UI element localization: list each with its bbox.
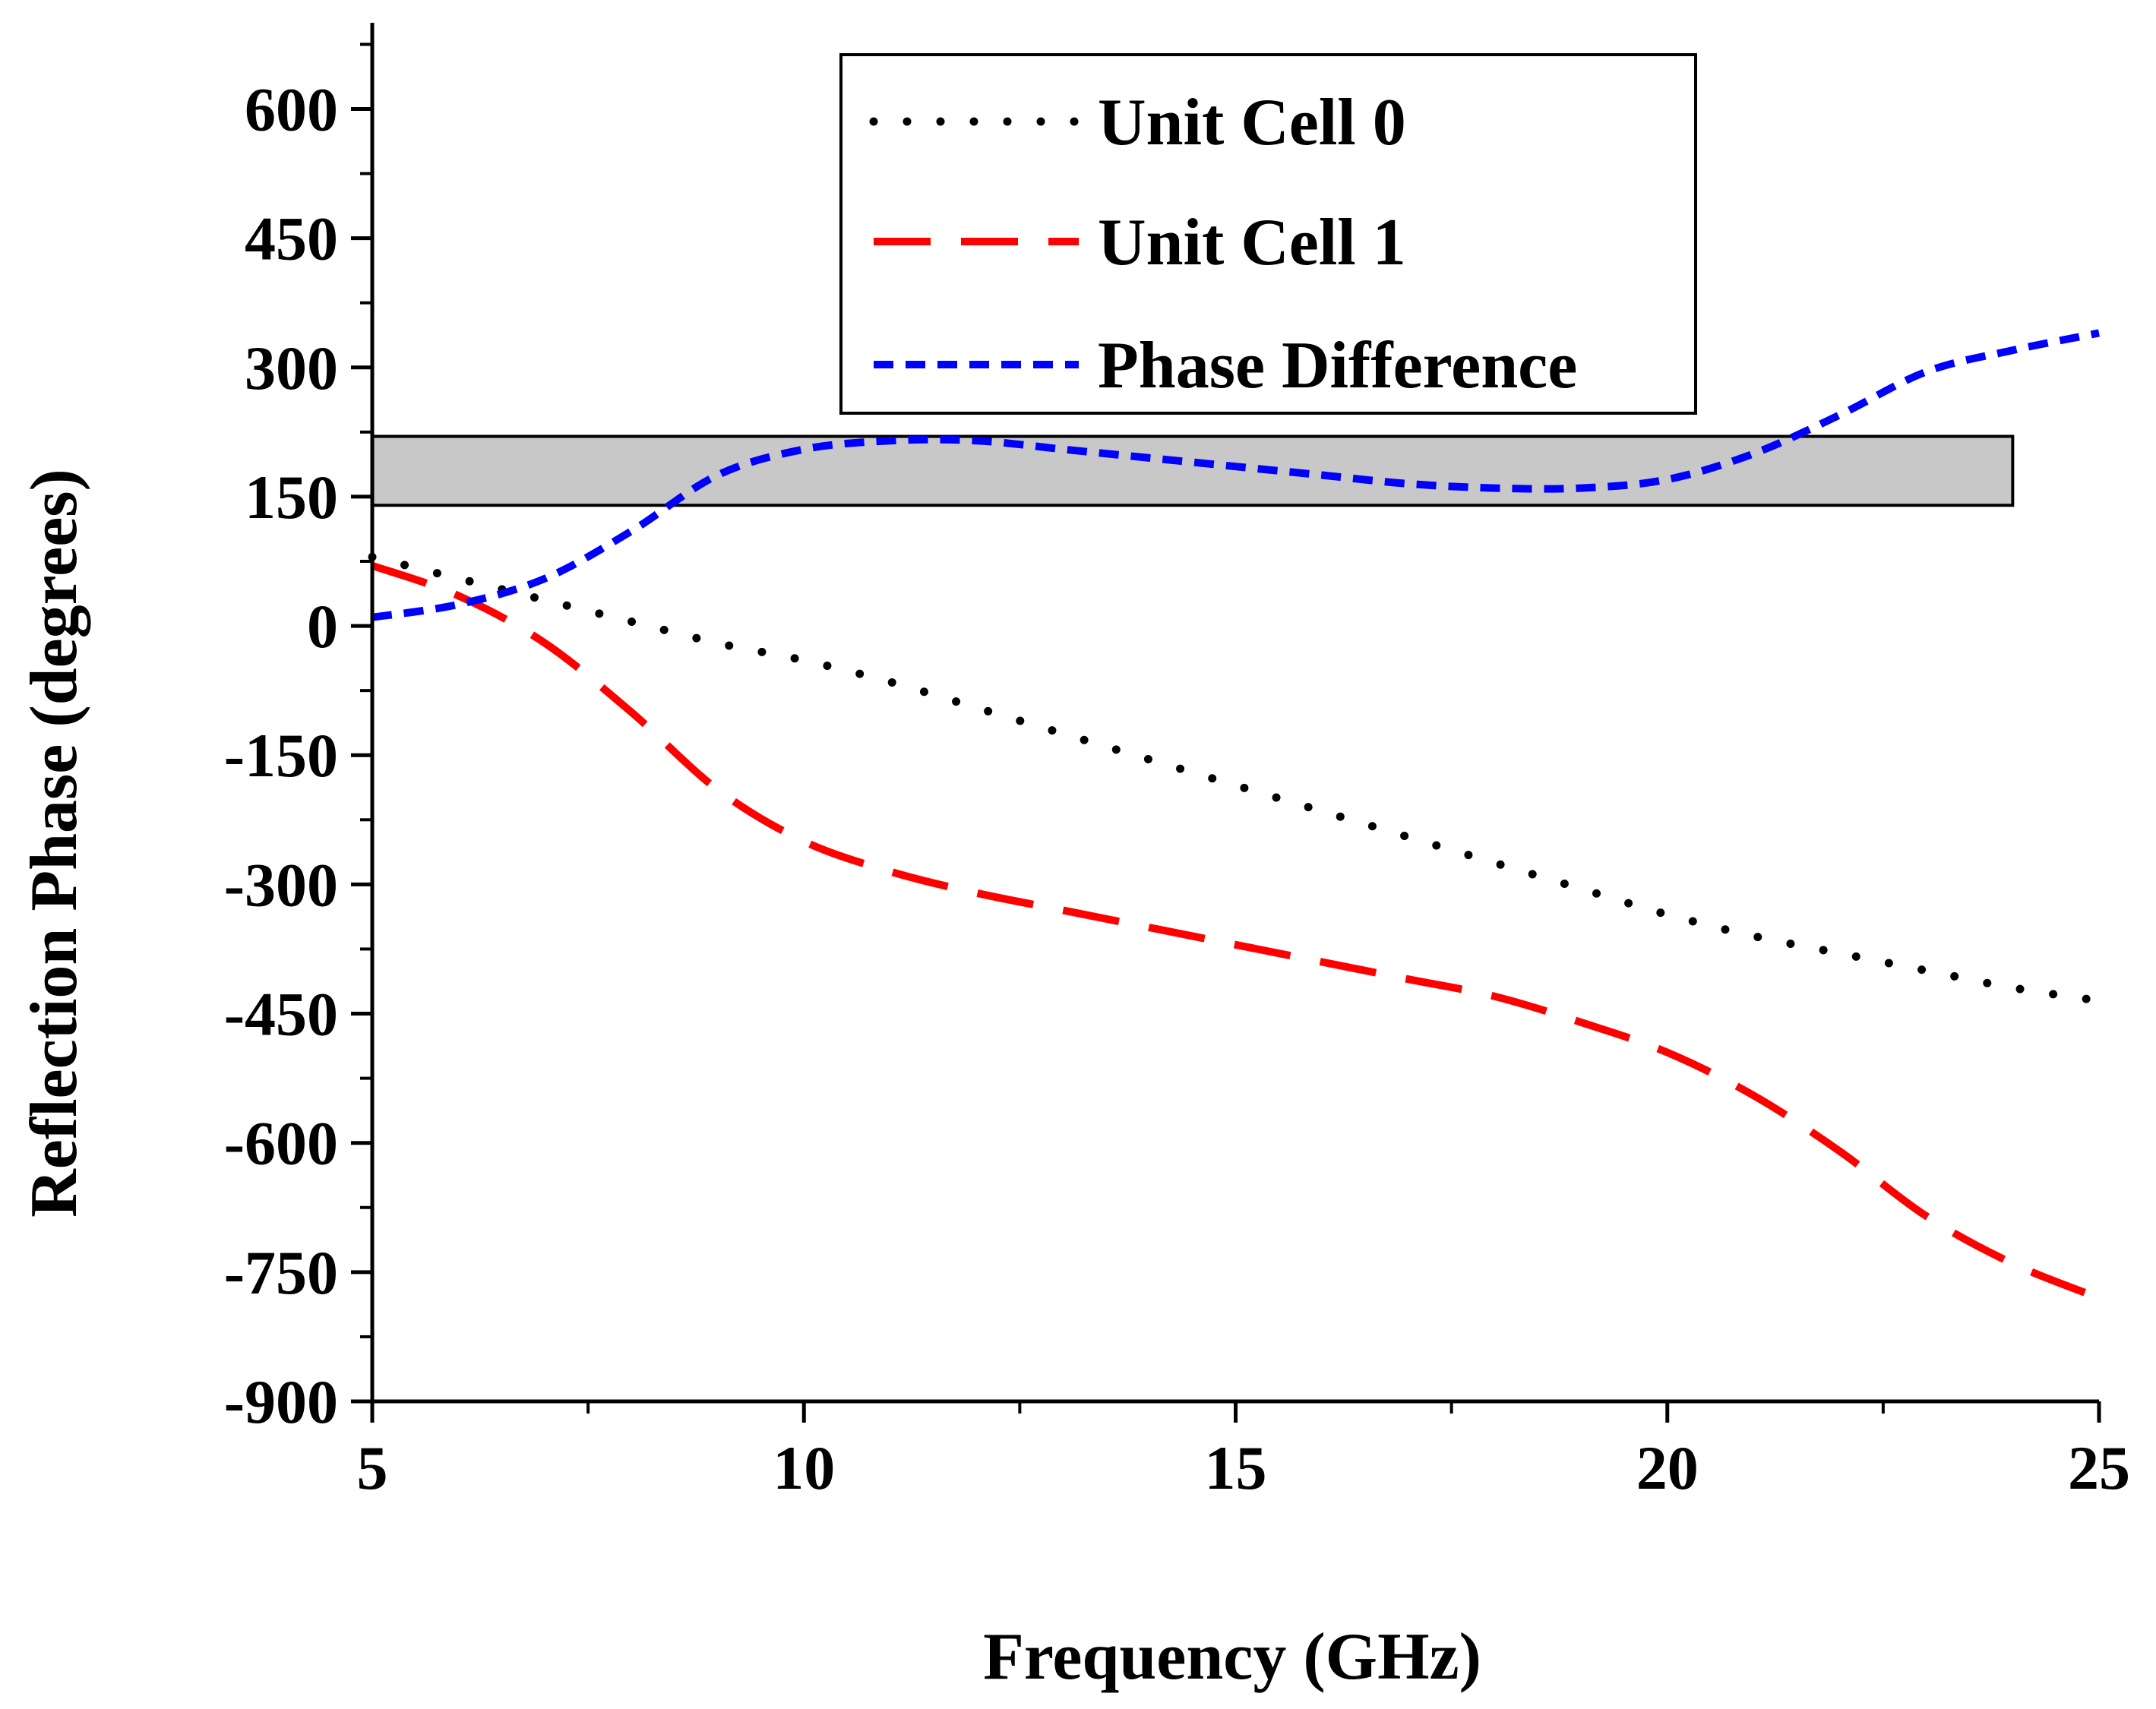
shaded-band-layer xyxy=(371,434,2015,507)
y-tick-label: 450 xyxy=(245,204,338,273)
series-line-2 xyxy=(371,561,2101,1302)
legend-label-1: Unit Cell 0 xyxy=(1098,86,1406,160)
x-tick-label: 25 xyxy=(2068,1433,2130,1502)
y-tick-label: 300 xyxy=(245,333,338,403)
shaded-band xyxy=(371,434,2015,507)
y-tick-label: -750 xyxy=(224,1238,338,1307)
legend-box xyxy=(839,53,1697,415)
y-tick-label: -900 xyxy=(224,1367,338,1436)
y-tick-label: -450 xyxy=(224,980,338,1049)
x-axis-title: Frequency (GHz) xyxy=(983,1620,1481,1694)
series-layer xyxy=(368,329,2104,1302)
series-line-3 xyxy=(371,329,2100,621)
legend: Unit Cell 0 Unit Cell 1 Phase Difference xyxy=(839,53,1697,415)
y-tick-label: -300 xyxy=(224,850,338,919)
y-tick-label: 600 xyxy=(245,74,338,144)
y-tick-label: 150 xyxy=(245,463,338,532)
legend-label-3: Phase Difference xyxy=(1098,329,1577,403)
x-tick-label: 20 xyxy=(1636,1433,1699,1502)
legend-label-2: Unit Cell 1 xyxy=(1098,206,1406,280)
y-tick-label: 0 xyxy=(307,592,338,661)
y-axis-title: Reflection Phase (degrees) xyxy=(17,469,91,1218)
x-tick-label: 10 xyxy=(773,1433,835,1502)
y-tick-label: -600 xyxy=(224,1109,338,1178)
y-tick-label: -150 xyxy=(224,721,338,790)
axes: 5 10 15 20 25 600 450 300 150 0 -150 -300 -450 -600 -7… xyxy=(224,23,2130,1502)
x-tick-label: 5 xyxy=(357,1433,388,1502)
x-tick-label: 15 xyxy=(1205,1433,1267,1502)
